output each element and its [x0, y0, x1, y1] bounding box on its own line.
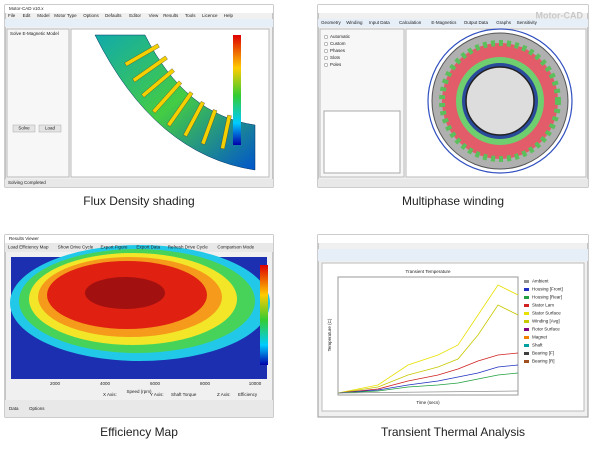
toolbar-item[interactable]: Show Drive Cycle: [58, 245, 94, 250]
chart-title: Transient Temperature: [405, 269, 451, 274]
x-tick-label: 2000: [50, 381, 61, 386]
option-label: Automatic: [330, 34, 351, 39]
x-axis-label: Speed (rpm): [126, 389, 152, 394]
caption: Multiphase winding: [402, 194, 504, 208]
legend-swatch: [524, 336, 529, 339]
y-axis-label: Temperature (C): [327, 318, 332, 351]
legend-swatch: [524, 280, 529, 283]
side-title: Solve E-Magnetic Model: [10, 31, 59, 36]
menu-item: Edit: [23, 13, 32, 18]
legend-label: Winding [Avg]: [532, 319, 560, 324]
watermark: Motor-CAD: [536, 10, 584, 20]
tab[interactable]: Winding: [346, 20, 363, 25]
button-label: Load: [45, 126, 56, 131]
tab[interactable]: Calculation: [399, 20, 422, 25]
menu-item: Options: [83, 13, 99, 18]
radio[interactable]: [323, 56, 328, 61]
legend-label: Magnet: [532, 335, 548, 340]
option-label: Poles: [330, 62, 342, 67]
legend-swatch: [524, 312, 529, 315]
tab[interactable]: Input Data: [369, 20, 390, 25]
x-tick-label: 4000: [100, 381, 111, 386]
menu-item: File: [8, 13, 16, 18]
legend-swatch: [524, 296, 529, 299]
x-tick-label: 10000: [249, 381, 262, 386]
radio[interactable]: [323, 63, 328, 68]
legend-swatch: [524, 288, 529, 291]
winding-window: Motor-CAD Geometry Winding Input Data Calcul…: [317, 4, 589, 188]
legend-label: Housing [Rear]: [532, 295, 562, 300]
legend-swatch: [524, 352, 529, 355]
x-axis-label: Time (secs): [416, 400, 440, 405]
button[interactable]: [12, 124, 36, 133]
radio[interactable]: [323, 49, 328, 54]
selector: Efficiency: [238, 392, 258, 397]
legend-label: Stator Surface: [532, 311, 561, 316]
button[interactable]: [38, 124, 62, 133]
button-label: Solve: [18, 126, 30, 131]
toolbar-item[interactable]: Load Efficiency Map: [8, 245, 49, 250]
menu-item: Motor Type: [54, 13, 77, 18]
menu-item: Help: [224, 13, 234, 18]
toolbar-item[interactable]: Export Figure: [101, 245, 129, 250]
legend-swatch: [524, 360, 529, 363]
menu-item: Model: [37, 13, 49, 18]
option-label: Custom: [330, 41, 346, 46]
footer-tab: Data: [9, 406, 19, 411]
legend-label: Rotor Surface: [532, 327, 560, 332]
tab[interactable]: E-Magnetics: [431, 20, 457, 25]
window-title: Motor-CAD v10.x: [9, 6, 44, 11]
legend-label: Shaft: [532, 343, 543, 348]
legend-label: Ambient: [532, 279, 549, 284]
menu-item: Editor: [129, 13, 141, 18]
tab[interactable]: Graphs: [496, 20, 512, 25]
tab[interactable]: Output Data: [464, 20, 489, 25]
menu-item: Results: [163, 13, 179, 18]
x-tick-label: 8000: [200, 381, 211, 386]
tab[interactable]: Sensitivity: [517, 20, 538, 25]
window-title: Results Viewer: [9, 236, 39, 241]
tab[interactable]: Geometry: [321, 20, 342, 25]
toolbar-item[interactable]: Refresh Drive Cycle: [168, 245, 209, 250]
selector: X Axis:: [103, 392, 117, 397]
x-tick-label: 6000: [150, 381, 161, 386]
menu-item: Licence: [202, 13, 218, 18]
legend-swatch: [524, 304, 529, 307]
caption: Efficiency Map: [100, 425, 178, 439]
selector: Z Axis:: [217, 392, 231, 397]
legend-swatch: [524, 344, 529, 347]
legend-label: Housing [Front]: [532, 287, 563, 292]
flux-window: Motor-CAD v10.x File Edit Model Motor Type Op…: [4, 4, 274, 188]
caption: Flux Density shading: [83, 194, 194, 208]
option-label: Phases: [330, 48, 346, 53]
status: Solving Completed: [8, 180, 46, 185]
legend-label: Bearing [R]: [532, 359, 555, 364]
option-label: Slots: [330, 55, 341, 60]
radio[interactable]: [323, 35, 328, 40]
toolbar-item[interactable]: Comparison Mode: [217, 245, 254, 250]
menu-item: Tools: [185, 13, 196, 18]
footer-tab: Options: [29, 406, 45, 411]
caption: Transient Thermal Analysis: [381, 425, 525, 439]
toolbar-item[interactable]: Export Data: [136, 245, 160, 250]
radio[interactable]: [323, 42, 328, 47]
selector: Y Axis:: [150, 392, 164, 397]
legend-label: Bearing [F]: [532, 351, 554, 356]
menu-item: Defaults: [105, 13, 122, 18]
menu-item: View: [149, 13, 159, 18]
selector: Shaft Torque: [171, 392, 197, 397]
legend-swatch: [524, 328, 529, 331]
legend-label: Stator Lam: [532, 303, 554, 308]
legend-swatch: [524, 320, 529, 323]
efficiency-window: Results Viewer Load Efficiency Map Show Dr…: [4, 234, 274, 418]
thermal-window: Transient Temperature Time (secs) Temperat…: [317, 234, 589, 418]
